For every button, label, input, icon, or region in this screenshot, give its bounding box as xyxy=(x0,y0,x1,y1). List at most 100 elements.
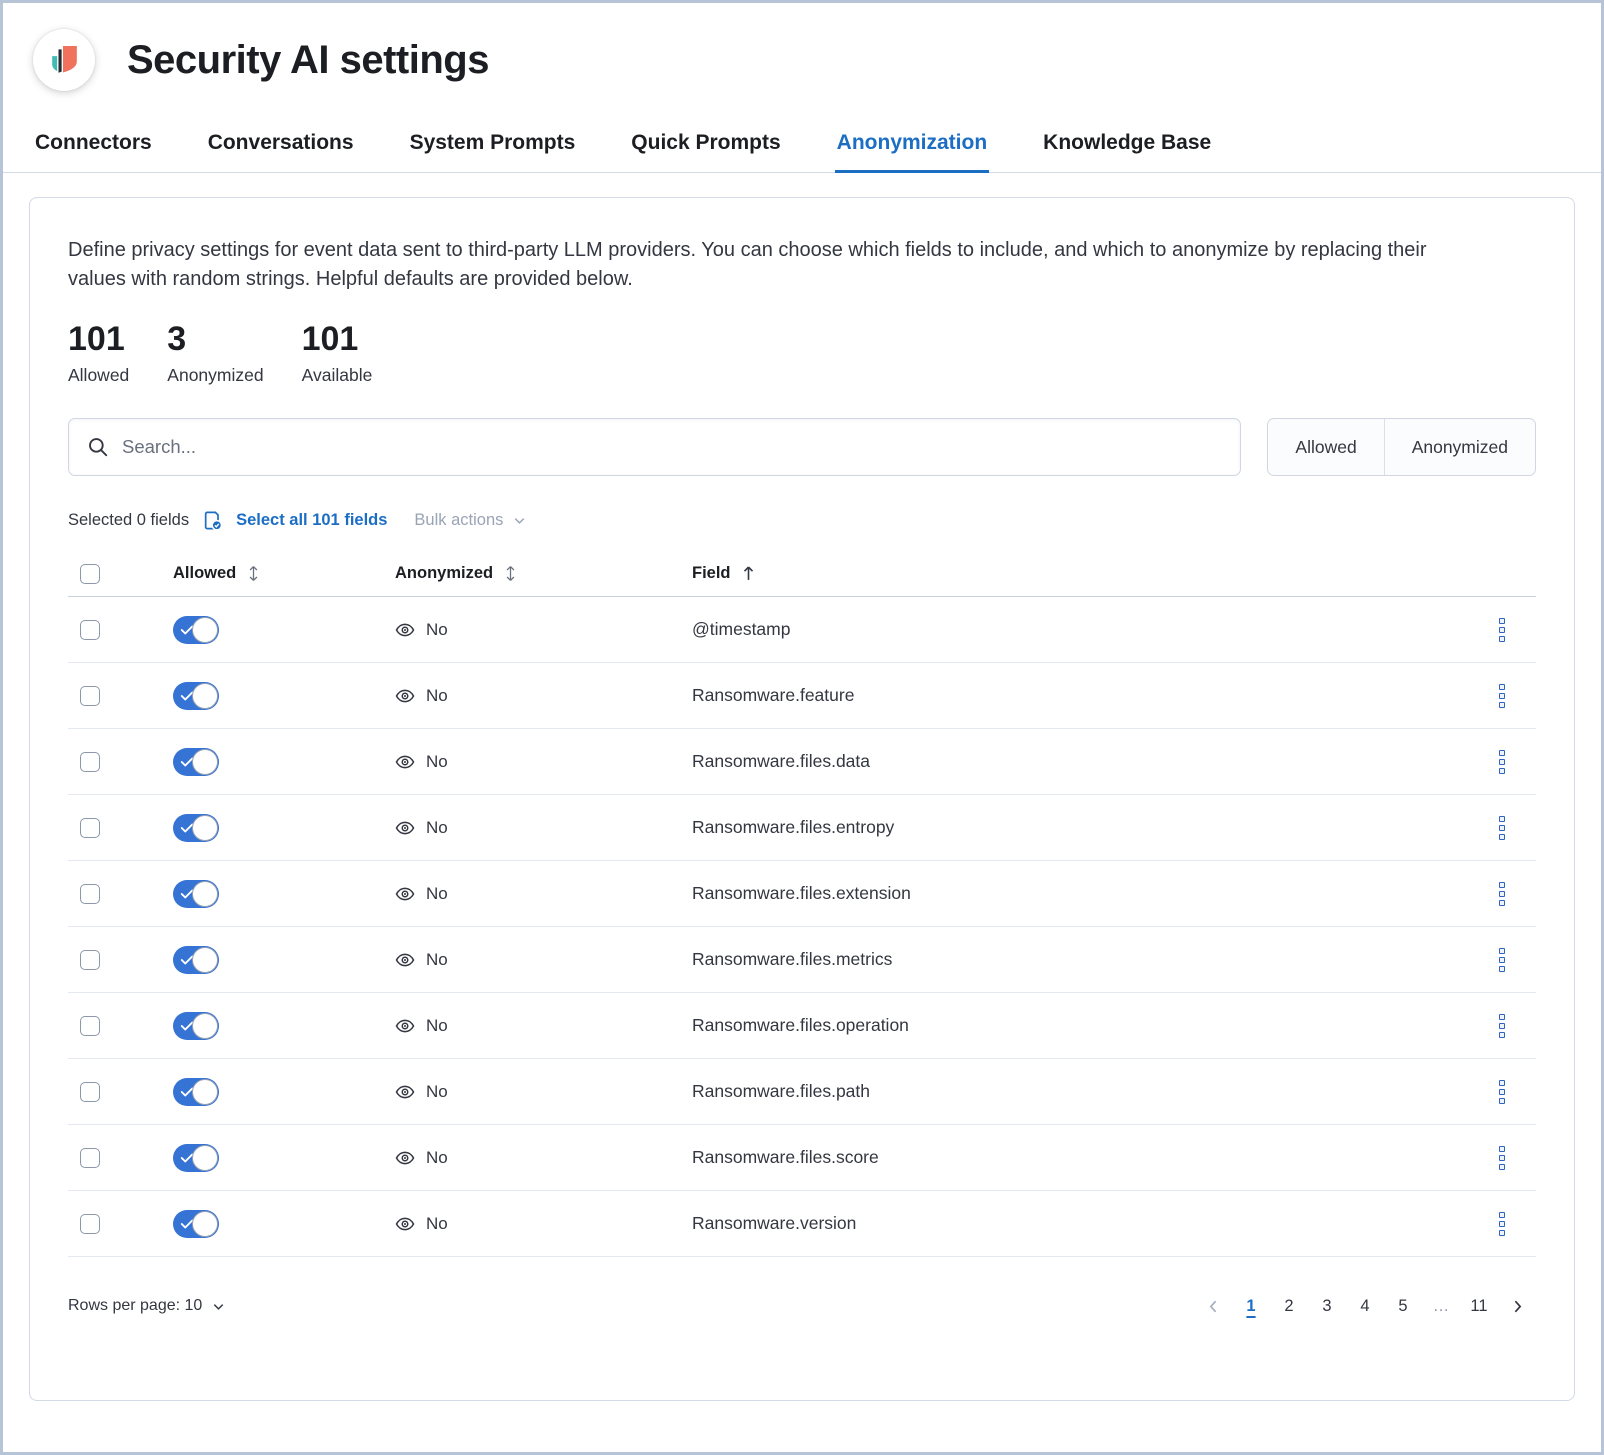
row-checkbox[interactable] xyxy=(80,1213,100,1234)
row-actions-icon[interactable] xyxy=(1495,878,1509,910)
allowed-toggle[interactable] xyxy=(173,1143,219,1172)
row-checkbox[interactable] xyxy=(80,949,100,970)
sortable-icon xyxy=(249,566,258,581)
allowed-toggle[interactable] xyxy=(173,747,219,776)
row-actions-icon[interactable] xyxy=(1495,614,1509,646)
row-actions-cell xyxy=(1468,878,1536,910)
page-button-4[interactable]: 4 xyxy=(1360,1296,1370,1315)
sort-asc-icon xyxy=(743,566,753,580)
table-row: No Ransomware.files.extension xyxy=(68,861,1536,928)
field-cell: @timestamp xyxy=(680,619,1468,640)
tab-connectors[interactable]: Connectors xyxy=(35,131,152,154)
search-input[interactable] xyxy=(122,436,1223,459)
row-checkbox[interactable] xyxy=(80,1147,100,1168)
field-cell: Ransomware.files.entropy xyxy=(680,817,1468,838)
row-actions-cell xyxy=(1468,1010,1536,1042)
page-button-5[interactable]: 5 xyxy=(1398,1296,1408,1315)
field-name: @timestamp xyxy=(692,619,791,640)
column-header-field[interactable]: Field xyxy=(680,564,1468,583)
row-checkbox-cell xyxy=(68,1015,161,1036)
row-checkbox[interactable] xyxy=(80,619,100,640)
allowed-cell xyxy=(161,615,383,644)
stat: 101 Allowed xyxy=(68,322,129,386)
chevron-left-icon xyxy=(1209,1300,1216,1312)
table-row: No Ransomware.files.entropy xyxy=(68,795,1536,862)
row-actions-icon[interactable] xyxy=(1495,1010,1509,1042)
check-icon xyxy=(180,823,194,833)
row-actions-icon[interactable] xyxy=(1495,680,1509,712)
allowed-toggle[interactable] xyxy=(173,813,219,842)
select-all-link[interactable]: Select all 101 fields xyxy=(236,511,388,530)
eye-icon xyxy=(395,689,415,702)
chevron-down-icon xyxy=(214,1303,224,1310)
row-actions-icon[interactable] xyxy=(1495,1208,1509,1240)
anonymized-cell: No xyxy=(383,1214,680,1234)
allowed-cell xyxy=(161,1209,383,1238)
anonymized-cell: No xyxy=(383,818,680,838)
row-actions-icon[interactable] xyxy=(1495,746,1509,778)
toggle-knob xyxy=(192,880,218,907)
next-page-button[interactable] xyxy=(1498,1289,1536,1323)
row-actions-icon[interactable] xyxy=(1495,1142,1509,1174)
allowed-toggle[interactable] xyxy=(173,879,219,908)
page-button-2[interactable]: 2 xyxy=(1284,1296,1294,1315)
field-name: Ransomware.files.metrics xyxy=(692,949,893,970)
row-checkbox[interactable] xyxy=(80,1081,100,1102)
tab-conversations[interactable]: Conversations xyxy=(207,131,354,154)
panel-description: Define privacy settings for event data s… xyxy=(68,239,1427,291)
allowed-toggle[interactable] xyxy=(173,945,219,974)
anonymized-value: No xyxy=(426,817,448,837)
field-cell: Ransomware.files.data xyxy=(680,751,1468,772)
tab-anonymization[interactable]: Anonymization xyxy=(834,131,990,173)
check-icon xyxy=(180,691,194,701)
toggle-knob xyxy=(192,1078,218,1105)
row-actions-cell xyxy=(1468,812,1536,844)
page-button-11[interactable]: 11 xyxy=(1470,1296,1488,1315)
allowed-toggle[interactable] xyxy=(173,1077,219,1106)
row-checkbox[interactable] xyxy=(80,817,100,838)
allowed-cell xyxy=(161,945,383,974)
check-icon xyxy=(180,1087,194,1097)
tab-system-prompts[interactable]: System Prompts xyxy=(409,131,576,154)
column-header-allowed[interactable]: Allowed xyxy=(161,564,383,583)
row-checkbox[interactable] xyxy=(80,1015,100,1036)
row-actions-cell xyxy=(1468,1076,1536,1108)
page-button-3[interactable]: 3 xyxy=(1322,1296,1332,1315)
allowed-toggle[interactable] xyxy=(173,615,219,644)
allowed-toggle[interactable] xyxy=(173,1011,219,1040)
rows-per-page-button[interactable]: Rows per page: 10 xyxy=(68,1297,226,1315)
column-header-anonymized[interactable]: Anonymized xyxy=(383,564,680,583)
table-row: No @timestamp xyxy=(68,597,1536,664)
allowed-cell xyxy=(161,1077,383,1106)
table-row: No Ransomware.version xyxy=(68,1191,1536,1258)
tab-quick-prompts[interactable]: Quick Prompts xyxy=(631,131,781,154)
toggle-knob xyxy=(192,814,218,841)
table-row: No Ransomware.files.path xyxy=(68,1059,1536,1126)
row-checkbox[interactable] xyxy=(80,751,100,772)
page-button-1[interactable]: 1 xyxy=(1246,1296,1256,1315)
bulk-actions-label: Bulk actions xyxy=(414,511,504,530)
tab-knowledge-base[interactable]: Knowledge Base xyxy=(1043,131,1212,154)
allowed-toggle[interactable] xyxy=(173,681,219,710)
row-checkbox[interactable] xyxy=(80,685,100,706)
filter-button-allowed[interactable]: Allowed xyxy=(1295,436,1357,457)
field-cell: Ransomware.version xyxy=(680,1213,1468,1234)
row-actions-icon[interactable] xyxy=(1495,812,1509,844)
select-all-checkbox[interactable] xyxy=(80,563,100,584)
filter-group: Allowed Anonymized xyxy=(1267,418,1536,477)
bulk-actions-button[interactable]: Bulk actions xyxy=(414,511,527,530)
stats-row: 101 Allowed 3 Anonymized 101 Available xyxy=(68,322,1536,386)
previous-page-button[interactable] xyxy=(1194,1289,1232,1323)
row-checkbox[interactable] xyxy=(80,883,100,904)
allowed-toggle[interactable] xyxy=(173,1209,219,1238)
filter-button-anonymized[interactable]: Anonymized xyxy=(1383,419,1535,476)
row-actions-icon[interactable] xyxy=(1495,1076,1509,1108)
row-actions-icon[interactable] xyxy=(1495,944,1509,976)
page-header: Security AI settings xyxy=(3,3,1601,91)
select-all-cell xyxy=(68,563,161,584)
row-checkbox-cell xyxy=(68,685,161,706)
row-checkbox-cell xyxy=(68,1147,161,1168)
allowed-cell xyxy=(161,1011,383,1040)
table-row: No Ransomware.feature xyxy=(68,663,1536,730)
anonymized-value: No xyxy=(426,949,448,969)
